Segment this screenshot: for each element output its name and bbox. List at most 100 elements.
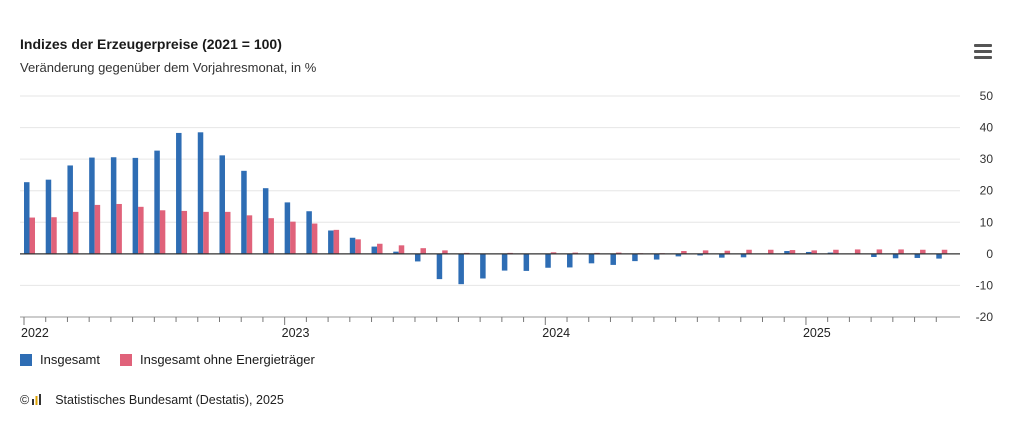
bar-series-2 [377,243,383,254]
legend-item-series-2[interactable]: Insgesamt ohne Energieträger [119,352,315,367]
bar-series-1 [284,202,291,254]
bar-series-2 [833,249,839,254]
bar-series-1 [110,157,117,254]
bar-series-1 [588,253,595,264]
bar-series-1 [871,253,877,258]
bar-series-2 [268,218,274,254]
bar-series-2 [920,249,926,254]
bar-series-2 [224,211,231,254]
bar-series-1 [328,230,334,254]
x-tick-label: 2022 [21,326,49,340]
legend-label-series-1: Insgesamt [40,352,100,367]
bar-series-2 [355,239,361,254]
bar-series-2 [159,210,166,254]
legend-swatch-series-2 [119,353,132,366]
y-tick-label: -10 [976,278,994,292]
bar-series-1 [197,132,204,254]
copyright-icon: © [20,393,30,407]
x-tick-label: 2024 [542,326,570,340]
bar-series-2 [246,215,253,254]
bar-series-1 [371,246,378,254]
bar-series-1 [393,251,399,254]
y-tick-label: 10 [980,215,994,229]
bar-series-1 [653,253,660,260]
bar-series-1 [827,252,834,254]
bar-series-1 [24,182,30,254]
bar-series-1 [805,251,812,254]
hamburger-menu-icon[interactable] [974,44,992,60]
bar-series-2 [333,229,340,254]
bar-series-1 [176,132,182,254]
legend-item-series-1[interactable]: Insgesamt [20,352,100,367]
bar-series-1 [414,253,421,262]
bar-series-1 [132,157,139,254]
bar-series-1 [219,155,225,254]
bar-series-2 [72,211,79,254]
bar-series-1 [740,253,747,258]
bar-series-2 [94,204,101,254]
y-tick-label: 50 [980,89,994,103]
bar-series-1 [67,165,73,254]
bar-series-1 [545,253,551,268]
bar-series-2 [898,249,904,254]
bar-series-1 [914,253,921,258]
legend-swatch-series-1 [20,353,32,366]
bar-series-1 [784,251,790,254]
bar-series-2 [181,210,188,254]
bar-series-2 [615,252,622,254]
legend: Insgesamt Insgesamt ohne Energieträger [20,352,315,367]
bar-series-2 [854,249,861,254]
bar-series-1 [567,253,573,268]
x-tick-label: 2023 [282,326,310,340]
bar-series-1 [892,253,899,259]
y-tick-label: 40 [980,121,994,135]
chart-subtitle: Veränderung gegenüber dem Vorjahresmonat… [20,60,317,75]
bar-series-2 [941,249,948,254]
bar-series-2 [203,211,209,254]
bar-series-1 [306,211,312,254]
bar-series-2 [311,223,318,254]
bar-series-1 [675,253,682,257]
source-credit: © Statistisches Bundesamt (Destatis), 20… [20,393,284,407]
bar-series-2 [138,206,144,254]
bar-series-1 [241,170,247,254]
bar-series-2 [572,252,579,254]
bar-series-1 [436,253,443,280]
bar-series-2 [420,248,426,254]
chart-title: Indizes der Erzeugerpreise (2021 = 100) [20,36,282,52]
bar-series-1 [719,253,725,258]
bar-series-2 [746,249,752,254]
bar-series-1 [45,179,52,254]
bar-series-1 [262,188,269,254]
bar-series-2 [768,249,774,254]
bar-series-2 [290,221,296,254]
bar-series-2 [398,245,405,254]
bar-series-2 [724,250,731,254]
bar-series-2 [702,250,709,254]
bar-series-2 [116,203,122,254]
bar-series-2 [681,251,687,254]
credit-text: Statistisches Bundesamt (Destatis), 2025 [55,393,284,407]
y-tick-label: -20 [976,310,994,324]
bar-series-2 [29,217,35,254]
legend-label-series-2: Insgesamt ohne Energieträger [139,352,315,367]
bar-series-2 [811,250,817,254]
bar-series-2 [51,217,57,254]
bar-series-2 [550,252,557,254]
bar-series-1 [610,253,616,265]
bar-series-2 [876,249,883,254]
bar-series-1 [697,253,703,256]
bar-series-1 [632,253,638,262]
bar-series-1 [523,253,530,271]
bar-series-1 [154,150,160,254]
bar-series-1 [936,253,942,259]
x-tick-label: 2025 [803,326,831,340]
bar-series-1 [501,253,508,271]
bar-series-1 [89,157,95,254]
y-tick-label: 30 [980,152,994,166]
destatis-logo-icon [31,394,53,406]
bar-series-2 [789,250,796,254]
bar-series-2 [442,250,448,254]
y-tick-label: 20 [980,184,994,198]
